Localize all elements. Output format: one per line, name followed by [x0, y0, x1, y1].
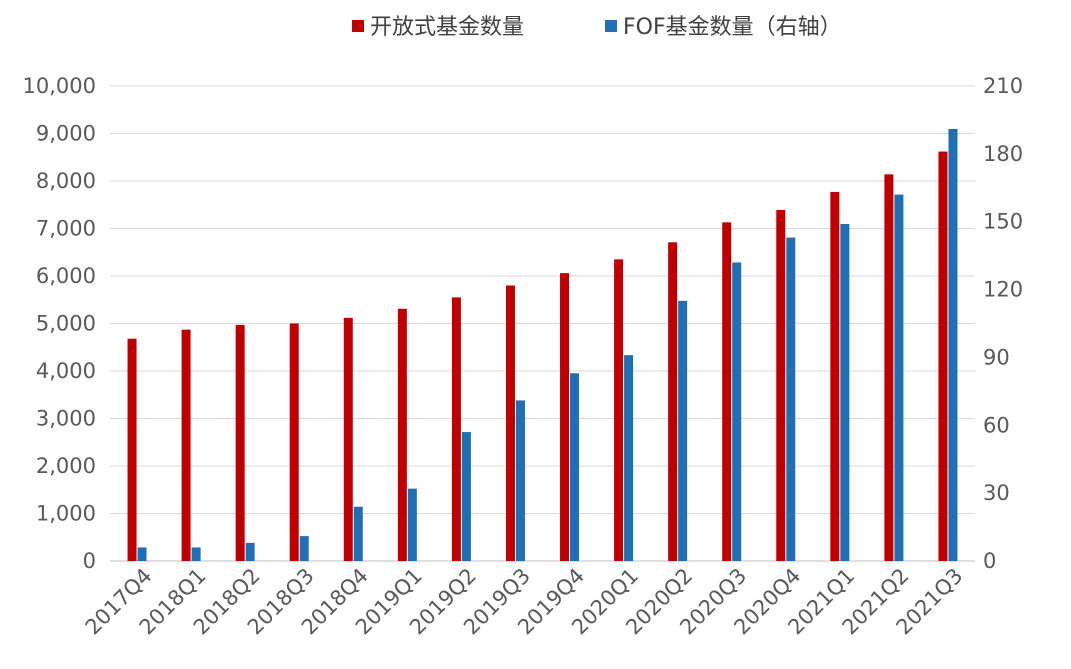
y-left-tick-label: 7,000 [36, 217, 96, 241]
bar-fof-funds [353, 506, 363, 561]
y-right-tick-label: 60 [983, 413, 1010, 437]
bar-open-funds [722, 222, 732, 561]
bar-fof-funds [786, 237, 796, 562]
legend-label-open-funds: 开放式基金数量 [370, 15, 524, 40]
y-right-tick-label: 0 [983, 549, 996, 573]
legend-swatch-fof-funds [605, 20, 617, 32]
y-left-tick-label: 4,000 [36, 359, 96, 383]
bar-open-funds [884, 174, 894, 561]
bar-open-funds [938, 151, 948, 562]
bar-open-funds [289, 323, 299, 561]
y-right-tick-label: 210 [983, 74, 1023, 98]
bar-fof-funds [245, 542, 255, 561]
bar-open-funds [668, 242, 678, 561]
y-left-tick-label: 6,000 [36, 264, 96, 288]
y-axis-right: 0 30 60 90 120 150 180 210 [983, 74, 1023, 573]
bars [127, 128, 958, 562]
bar-fof-funds [299, 536, 309, 561]
bar-open-funds [451, 297, 461, 561]
y-right-tick-label: 120 [983, 278, 1023, 302]
y-left-tick-label: 3,000 [36, 407, 96, 431]
bar-fof-funds [407, 488, 417, 561]
bar-open-funds [127, 338, 137, 561]
y-left-tick-label: 8,000 [36, 169, 96, 193]
bar-fof-funds [137, 547, 147, 561]
y-left-tick-label: 9,000 [36, 122, 96, 146]
bar-fof-funds [461, 432, 471, 561]
y-right-tick-label: 150 [983, 210, 1023, 234]
bar-open-funds [343, 317, 353, 561]
y-right-tick-label: 30 [983, 481, 1010, 505]
bar-fof-funds [678, 300, 688, 561]
bar-fof-funds [570, 373, 580, 561]
bar-fof-funds [191, 547, 201, 561]
y-left-tick-label: 2,000 [36, 454, 96, 478]
y-axis-left: 0 1,000 2,000 3,000 4,000 5,000 6,000 7,000 8,00… [23, 74, 96, 573]
y-left-tick-label: 0 [83, 549, 96, 573]
x-axis: 2017Q42018Q12018Q22018Q32018Q42019Q12019… [81, 564, 968, 640]
bar-open-funds [397, 308, 407, 561]
bar-fof-funds [840, 223, 850, 561]
legend-label-fof-funds: FOF基金数量（右轴） [623, 15, 842, 40]
y-right-tick-label: 90 [983, 345, 1010, 369]
bar-fof-funds [948, 128, 958, 561]
bar-open-funds [560, 273, 570, 561]
bar-fof-funds [624, 355, 634, 561]
y-left-tick-label: 1,000 [36, 502, 96, 526]
y-right-tick-label: 180 [983, 142, 1023, 166]
bar-open-funds [776, 209, 786, 561]
bar-open-funds [181, 329, 191, 561]
bar-fof-funds [732, 262, 742, 561]
legend: 开放式基金数量 FOF基金数量（右轴） [352, 15, 842, 40]
y-left-tick-label: 10,000 [23, 74, 96, 98]
legend-swatch-open-funds [352, 20, 364, 32]
bar-fof-funds [515, 400, 525, 561]
bar-fof-funds [894, 194, 904, 562]
bar-open-funds [830, 191, 840, 562]
bar-open-funds [235, 324, 245, 561]
bar-open-funds [614, 259, 624, 561]
gridlines [110, 85, 975, 562]
bar-open-funds [505, 285, 515, 561]
y-left-tick-label: 5,000 [36, 312, 96, 336]
